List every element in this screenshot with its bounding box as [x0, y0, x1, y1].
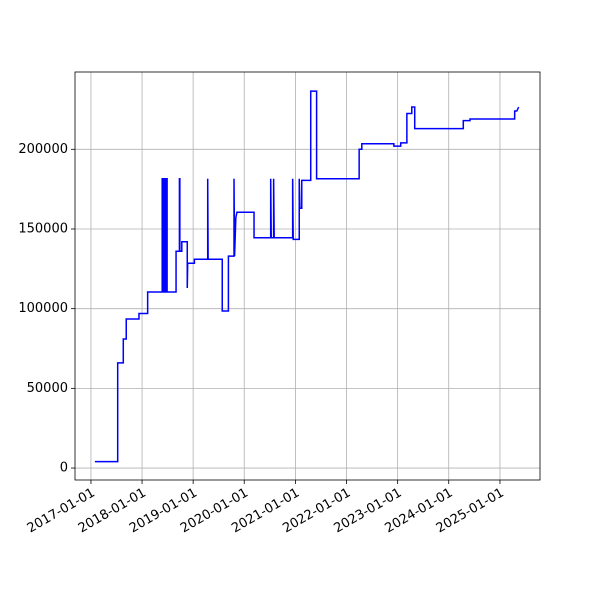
data-line — [94, 90, 520, 463]
axes-frame — [74, 71, 541, 481]
plot-area — [75, 72, 540, 480]
y-tick-label: 150000 — [18, 221, 68, 236]
y-tick-label: 100000 — [18, 301, 68, 316]
y-tick-label: 50000 — [27, 381, 68, 396]
y-tick-label: 0 — [60, 461, 68, 476]
y-tick-label: 200000 — [18, 142, 68, 157]
line-layer — [94, 90, 520, 463]
grid-layer — [75, 72, 540, 480]
